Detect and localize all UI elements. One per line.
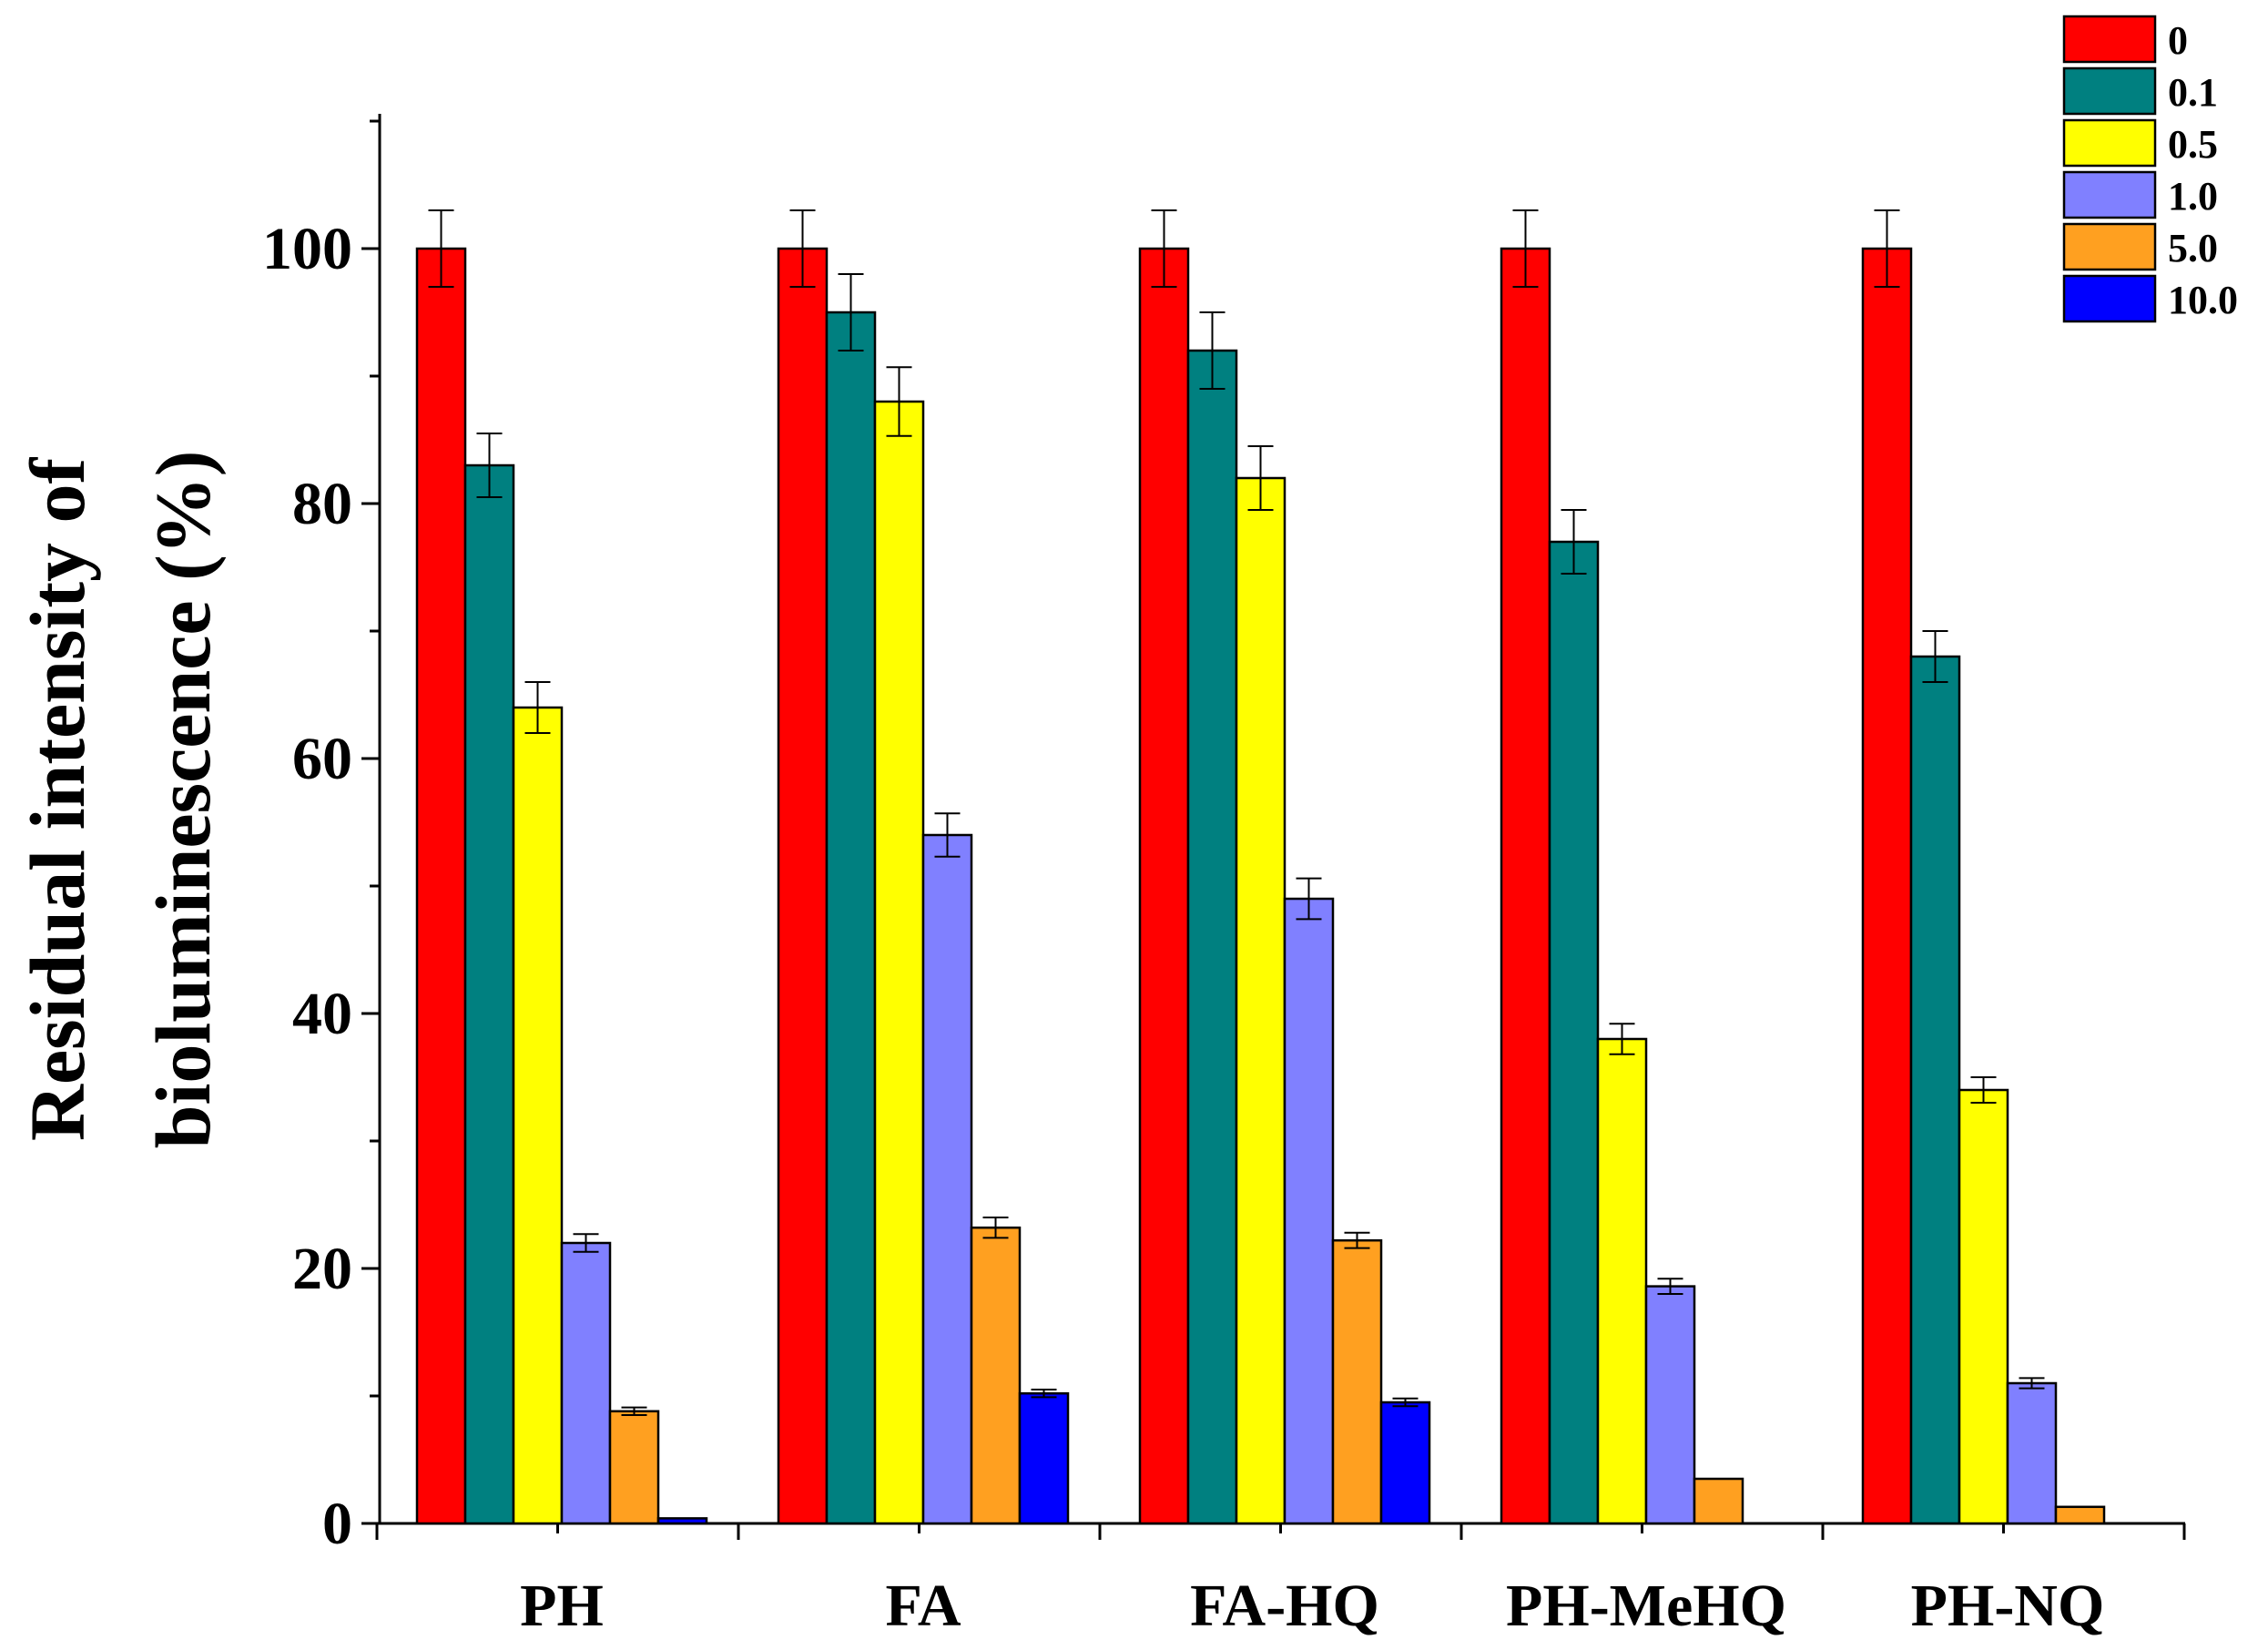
bar-0-PH-MeHQ [1500, 247, 1551, 1525]
legend-swatch [2062, 118, 2157, 168]
bar-0_5-PH [512, 706, 564, 1525]
y-tick-label: 60 [292, 726, 352, 792]
bar-0_5-FA-HQ [1235, 476, 1287, 1525]
bar-0-PH-NQ [1861, 247, 1913, 1525]
bar-10_0-FA-HQ [1379, 1400, 1431, 1525]
legend-swatch [2062, 15, 2157, 64]
bar-1_0-PH-MeHQ [1644, 1285, 1696, 1525]
bar-0-FA-HQ [1138, 247, 1190, 1525]
bar-0_5-PH-NQ [1958, 1088, 2009, 1525]
bar-0-PH [415, 247, 467, 1525]
legend-label: 0 [2168, 18, 2188, 63]
bar-0_1-PH-MeHQ [1548, 540, 1600, 1525]
bar-0_1-FA [825, 311, 877, 1525]
plot-area: 0 20 40 60 80 100 PH FA FA-HQ PH-MeHQ PH-NQ [262, 114, 2186, 1639]
bar-1_0-FA [921, 833, 973, 1525]
y-tick-label: 20 [292, 1236, 352, 1302]
bar-0_1-PH [463, 463, 515, 1525]
bar-0-FA [777, 247, 829, 1525]
legend-label: 10.0 [2168, 278, 2238, 322]
bar-5_0-PH [608, 1410, 660, 1525]
bar-5_0-FA-HQ [1331, 1238, 1383, 1525]
legend-swatch [2062, 222, 2157, 271]
y-tick-label: 100 [262, 216, 352, 282]
x-category-label: FA [885, 1573, 961, 1639]
legend-swatch [2062, 274, 2157, 323]
bar-5_0-PH-NQ [2054, 1505, 2106, 1525]
bar-0_1-PH-NQ [1909, 655, 1961, 1525]
y-axis-title-line-2: bioluminescence (%) [139, 451, 227, 1149]
bar-1_0-PH-NQ [2006, 1381, 2058, 1525]
x-category-label: PH-MeHQ [1506, 1573, 1786, 1639]
bar-10_0-PH [656, 1517, 708, 1525]
bar-1_0-PH [560, 1241, 612, 1525]
x-category-label: PH [520, 1573, 604, 1639]
y-tick-label: 40 [292, 981, 352, 1047]
legend-swatch [2062, 170, 2157, 219]
y-axis-title: Residual intensity of bioluminescence (%… [14, 451, 227, 1149]
bar-5_0-PH-MeHQ [1693, 1477, 1744, 1525]
bar-1_0-FA-HQ [1283, 897, 1335, 1525]
legend: 0 0.1 0.5 1.0 5.0 10.0 [2062, 15, 2238, 323]
y-tick-label: 0 [322, 1491, 352, 1557]
bar-0_5-FA [873, 400, 925, 1525]
bar-10_0-FA [1018, 1391, 1070, 1525]
bar-0_5-PH-MeHQ [1596, 1037, 1648, 1525]
x-category-label: FA-HQ [1190, 1573, 1379, 1639]
legend-label: 1.0 [2168, 174, 2218, 219]
x-category-label: PH-NQ [1911, 1573, 2105, 1639]
y-tick-label: 80 [292, 471, 352, 537]
legend-label: 0.5 [2168, 122, 2218, 167]
legend-label: 5.0 [2168, 226, 2218, 270]
bar-5_0-FA [970, 1226, 1022, 1525]
y-axis-title-line-1: Residual intensity of [14, 457, 101, 1142]
legend-label: 0.1 [2168, 70, 2218, 115]
bar-0_1-FA-HQ [1186, 349, 1238, 1525]
legend-swatch [2062, 66, 2157, 116]
